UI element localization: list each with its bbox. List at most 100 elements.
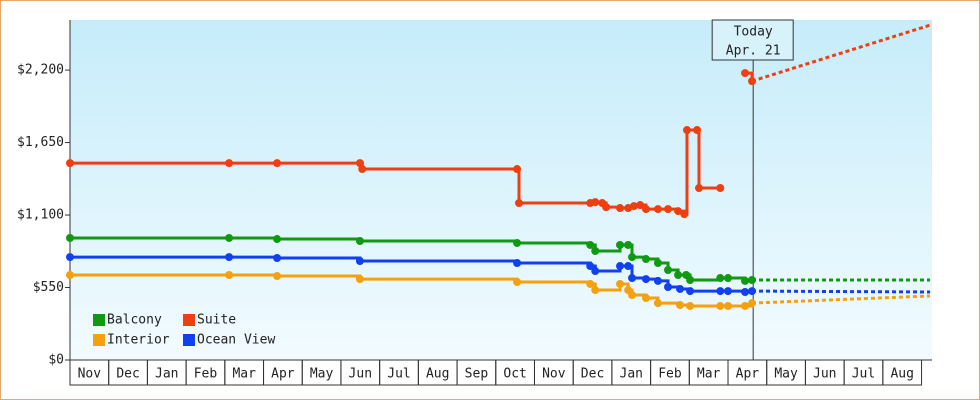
legend-swatch (183, 334, 195, 346)
x-tick-label: Sep (465, 367, 489, 382)
x-tick-label: Nov (542, 367, 566, 382)
point (748, 77, 757, 86)
point (602, 203, 611, 212)
point (748, 299, 757, 308)
point (273, 272, 282, 281)
point (716, 301, 725, 310)
point (641, 205, 650, 214)
point (591, 247, 600, 256)
x-tick-label: May (774, 367, 798, 382)
x-tick-label: Jul (852, 367, 875, 382)
plot-area (70, 20, 932, 360)
point (624, 240, 633, 249)
today-title: Today (734, 25, 773, 40)
legend-swatch (93, 334, 105, 346)
today-box (711, 19, 794, 61)
point (616, 240, 625, 249)
point (616, 262, 625, 271)
point (66, 233, 74, 242)
point (693, 126, 702, 135)
point (641, 255, 650, 264)
point (636, 201, 645, 210)
x-tick-label: Jan (620, 367, 643, 382)
point (628, 274, 637, 283)
forecast-line (751, 23, 931, 83)
point (586, 279, 595, 288)
point (674, 207, 683, 216)
point (66, 271, 74, 279)
point (686, 287, 695, 296)
x-tick-label: Oct (503, 367, 526, 382)
x-tick-label: Mar (697, 367, 721, 382)
x-tick-label: Apr (271, 367, 295, 382)
point (591, 267, 600, 276)
point (674, 271, 683, 279)
legend-swatch (183, 314, 195, 326)
point (513, 277, 522, 286)
point (686, 301, 695, 310)
point (641, 275, 650, 284)
point (748, 276, 757, 285)
point (653, 299, 662, 308)
point (66, 253, 74, 262)
point (273, 235, 282, 244)
forecast-line (752, 289, 931, 294)
x-tick-label: Jun (349, 367, 372, 382)
point (616, 279, 625, 288)
point (273, 159, 282, 168)
point (748, 287, 757, 296)
x-tick-label: Nov (78, 367, 102, 382)
point (514, 199, 523, 208)
legend-swatch (93, 314, 105, 326)
point (653, 259, 662, 268)
point (225, 159, 234, 168)
legend-label: Balcony (107, 313, 162, 328)
x-tick-label: Dec (116, 367, 139, 382)
point (716, 287, 725, 296)
point (225, 271, 234, 279)
y-tick-label: $1,100 (17, 208, 64, 223)
point (513, 165, 522, 174)
point (741, 301, 750, 310)
today-date: Apr. 21 (726, 44, 781, 59)
point (676, 301, 685, 310)
x-tick-label: Feb (658, 367, 682, 382)
point (586, 240, 595, 249)
point (716, 274, 725, 283)
x-tick-label: Feb (194, 367, 218, 382)
x-tick-label: Aug (426, 367, 449, 382)
x-tick-label: Jun (813, 367, 836, 382)
y-tick-label: $550 (33, 280, 64, 295)
point (680, 210, 689, 219)
point (629, 202, 638, 211)
point (225, 233, 234, 242)
point (591, 286, 600, 295)
y-tick-label: $1,650 (17, 135, 64, 150)
point (664, 265, 673, 274)
point (664, 282, 673, 291)
point (616, 204, 625, 213)
point (682, 126, 691, 135)
x-tick-label: Dec (581, 367, 604, 382)
point (716, 184, 725, 193)
point (741, 69, 750, 78)
forecast-line (751, 294, 931, 305)
point (586, 262, 595, 271)
legend-label: Ocean View (197, 333, 275, 348)
legend-label: Interior (107, 333, 170, 348)
y-tick-label: $0 (48, 353, 64, 368)
point (741, 276, 750, 285)
point (724, 301, 733, 310)
point (641, 294, 650, 303)
x-tick-label: May (310, 367, 334, 382)
point (355, 275, 364, 284)
point (273, 254, 282, 262)
point (624, 262, 633, 271)
point (513, 238, 522, 247)
point (694, 184, 703, 193)
point (686, 276, 695, 285)
point (724, 274, 733, 283)
legend-label: Suite (197, 313, 236, 328)
x-tick-label: Jan (155, 367, 178, 382)
